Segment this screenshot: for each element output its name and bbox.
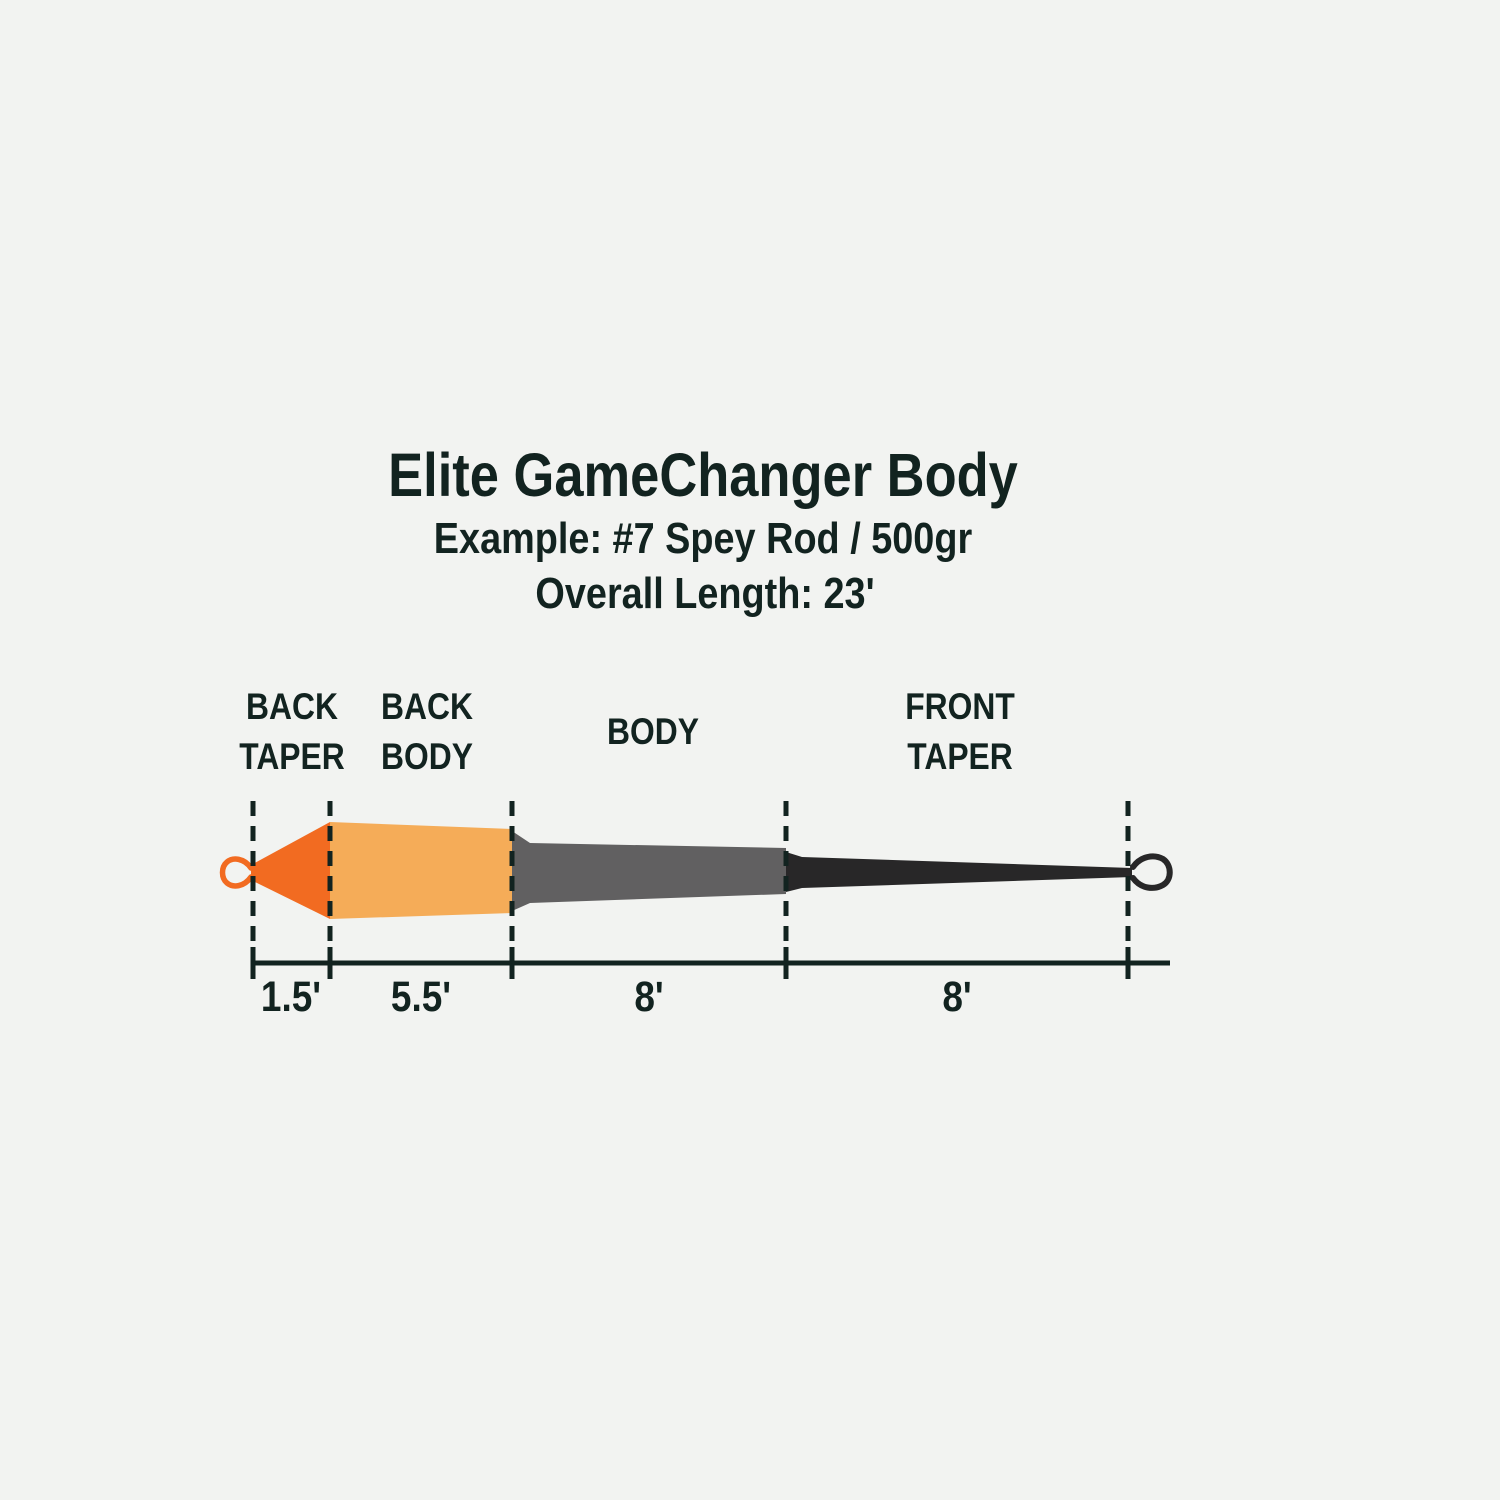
measurement-front-taper: 8' [942,973,972,1021]
section-label-back-body: BACK BODY [381,682,473,782]
section-label-line: FRONT [905,686,1015,727]
section-label-line: TAPER [907,736,1013,777]
section-label-line: TAPER [239,736,345,777]
front-loop-icon [1130,853,1173,891]
measurement-back-taper: 1.5' [260,973,322,1021]
back-body-shape [330,822,512,919]
section-label-line: BODY [607,711,699,752]
section-label-back-taper: BACK TAPER [239,682,344,782]
subtitle-example: Example: #7 Spey Rod / 500gr [433,514,973,563]
section-label-line: BACK [381,686,473,727]
measurement-back-body: 5.5' [390,973,452,1021]
section-label-body: BODY [607,707,699,757]
measurement-body: 8' [634,973,664,1021]
back-taper-shape [251,822,330,919]
page-title: Elite GameChanger Body [388,441,1018,509]
overall-length-label: Overall Length: 23' [535,569,875,618]
section-label-front-taper: FRONT TAPER [905,682,1015,782]
back-loop-icon [219,856,254,889]
section-label-line: BODY [381,736,473,777]
body-shape [512,831,786,911]
section-label-line: BACK [246,686,338,727]
front-taper-shape [786,852,1132,892]
